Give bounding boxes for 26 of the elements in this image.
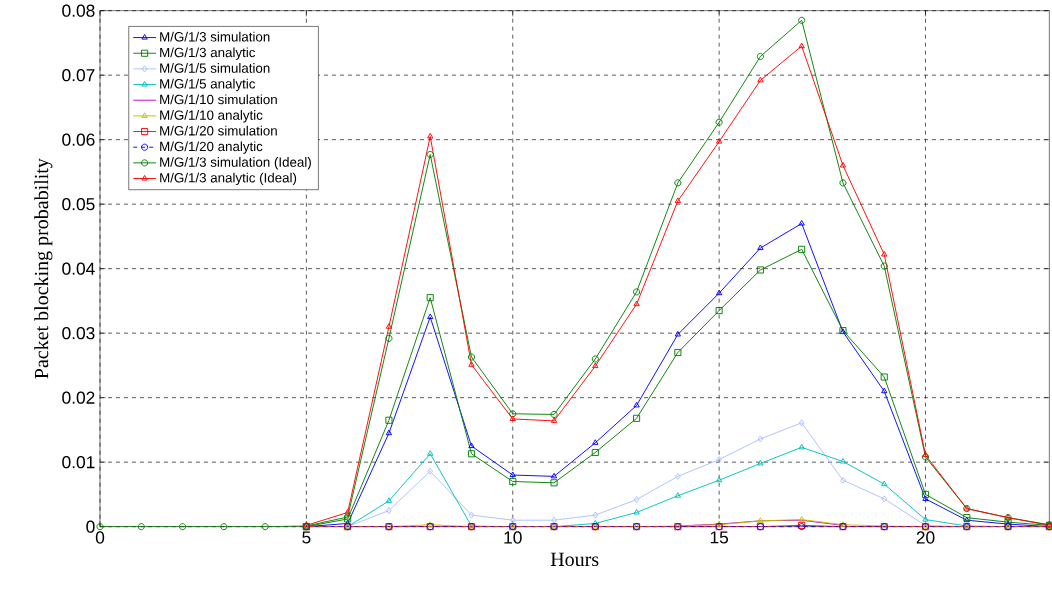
x-axis-title: Hours bbox=[550, 552, 599, 566]
y-tick-label: 0 bbox=[86, 520, 95, 533]
x-tick-label: 15 bbox=[710, 531, 729, 544]
y-tick-label: 0.03 bbox=[62, 326, 95, 340]
legend-label: M/G/1/3 analytic bbox=[160, 47, 256, 60]
x-tick-label: 0 bbox=[95, 531, 105, 544]
y-tick-label: 0.04 bbox=[62, 262, 95, 275]
legend-label: M/G/1/10 analytic bbox=[160, 109, 263, 123]
legend-label: M/G/1/5 simulation bbox=[160, 62, 270, 73]
y-tick-label: 0.01 bbox=[62, 455, 95, 469]
legend-label: M/G/1/20 analytic bbox=[160, 141, 263, 154]
legend-label: M/G/1/20 simulation bbox=[160, 125, 277, 136]
y-tick-label: 0.02 bbox=[62, 391, 95, 404]
legend-label: M/G/1/10 simulation bbox=[160, 94, 277, 105]
y-tick-label: 0.08 bbox=[62, 4, 95, 17]
y-axis-title: Packet blocking probability bbox=[34, 158, 53, 379]
x-tick-label: 20 bbox=[916, 531, 935, 544]
legend-label: M/G/1/5 analytic bbox=[160, 78, 256, 91]
legend-label: M/G/1/3 analytic (Ideal) bbox=[160, 172, 297, 185]
y-tick-label: 0.06 bbox=[62, 133, 95, 146]
x-tick-label: 5 bbox=[302, 531, 311, 544]
legend-label: M/G/1/3 simulation bbox=[160, 31, 270, 42]
y-tick-label: 0.07 bbox=[62, 68, 95, 82]
legend-label: M/G/1/3 simulation (Ideal) bbox=[160, 156, 311, 170]
x-tick-label: 10 bbox=[504, 531, 522, 544]
y-tick-label: 0.05 bbox=[62, 197, 95, 211]
